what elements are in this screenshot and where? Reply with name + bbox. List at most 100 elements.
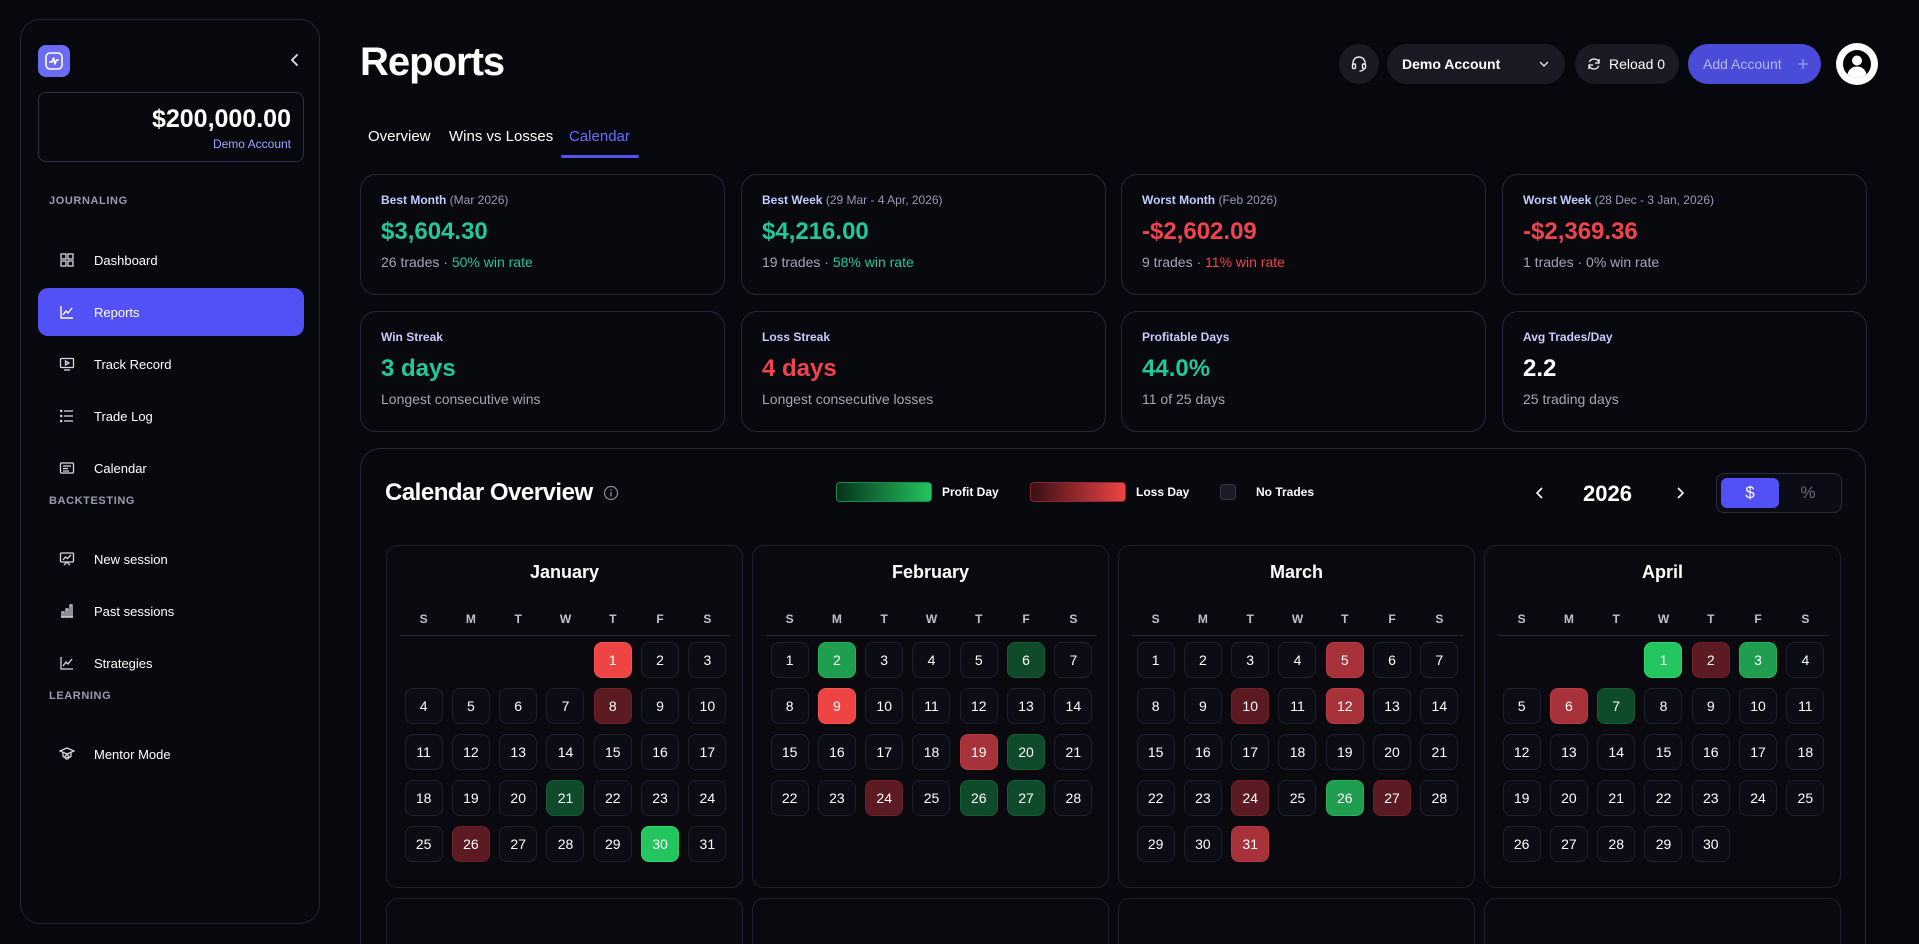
collapse-sidebar-button[interactable] [283,48,307,72]
calendar-day[interactable]: 5 [959,642,998,678]
tab-overview[interactable]: Overview [368,128,431,145]
calendar-day[interactable]: 23 [817,780,856,816]
calendar-day[interactable]: 3 [865,642,904,678]
calendar-day[interactable]: 1 [593,642,632,678]
calendar-day[interactable]: 23 [1691,780,1730,816]
calendar-day[interactable]: 31 [688,826,727,862]
calendar-day[interactable]: 29 [1644,826,1683,862]
calendar-day[interactable]: 24 [688,780,727,816]
calendar-day[interactable]: 16 [641,734,680,770]
tab-calendar[interactable]: Calendar [569,128,630,145]
calendar-day[interactable]: 28 [546,826,585,862]
calendar-day[interactable]: 26 [451,826,490,862]
calendar-day[interactable]: 27 [1549,826,1588,862]
calendar-day[interactable]: 31 [1231,826,1270,862]
account-select[interactable]: Demo Account [1387,44,1565,84]
calendar-day[interactable]: 27 [1373,780,1412,816]
sidebar-item-strategies[interactable]: Strategies [38,639,304,687]
calendar-day[interactable]: 6 [1549,688,1588,724]
calendar-day[interactable]: 15 [1644,734,1683,770]
unit-percent-option[interactable]: % [1800,483,1816,502]
calendar-day[interactable]: 3 [688,642,727,678]
calendar-day[interactable]: 30 [1183,826,1222,862]
calendar-day[interactable]: 10 [1231,688,1270,724]
sidebar-item-dashboard[interactable]: Dashboard [38,236,304,284]
calendar-day[interactable]: 15 [593,734,632,770]
calendar-day[interactable]: 14 [1597,734,1636,770]
calendar-day[interactable]: 22 [1644,780,1683,816]
calendar-day[interactable]: 7 [1054,642,1093,678]
calendar-day[interactable]: 7 [1420,642,1459,678]
calendar-day[interactable]: 29 [593,826,632,862]
calendar-day[interactable]: 7 [1597,688,1636,724]
calendar-day[interactable]: 26 [959,780,998,816]
calendar-day[interactable]: 20 [499,780,538,816]
reload-button[interactable]: Reload 0 [1575,44,1679,84]
calendar-day[interactable]: 19 [1502,780,1541,816]
calendar-day[interactable]: 14 [546,734,585,770]
calendar-day[interactable]: 19 [451,780,490,816]
calendar-day[interactable]: 11 [912,688,951,724]
info-icon[interactable] [603,485,619,501]
calendar-day[interactable]: 12 [451,734,490,770]
calendar-day[interactable]: 25 [1786,780,1825,816]
sidebar-item-calendar[interactable]: Calendar [38,444,304,492]
calendar-day[interactable]: 23 [641,780,680,816]
next-year-button[interactable] [1668,481,1692,505]
calendar-day[interactable]: 24 [1231,780,1270,816]
calendar-day[interactable]: 23 [1183,780,1222,816]
calendar-day[interactable]: 10 [688,688,727,724]
calendar-day[interactable]: 18 [1786,734,1825,770]
calendar-day[interactable]: 15 [1136,734,1175,770]
calendar-day[interactable]: 8 [1644,688,1683,724]
calendar-day[interactable]: 27 [1007,780,1046,816]
calendar-day[interactable]: 2 [1183,642,1222,678]
calendar-day[interactable]: 21 [546,780,585,816]
sidebar-item-track-record[interactable]: Track Record [38,340,304,388]
calendar-day[interactable]: 7 [546,688,585,724]
calendar-day[interactable]: 5 [451,688,490,724]
calendar-day[interactable]: 8 [593,688,632,724]
calendar-day[interactable]: 1 [1136,642,1175,678]
calendar-day[interactable]: 28 [1420,780,1459,816]
calendar-day[interactable]: 18 [1278,734,1317,770]
calendar-day[interactable]: 25 [404,826,443,862]
calendar-day[interactable]: 5 [1325,642,1364,678]
calendar-day[interactable]: 30 [641,826,680,862]
calendar-day[interactable]: 19 [959,734,998,770]
calendar-day[interactable]: 6 [499,688,538,724]
calendar-day[interactable]: 13 [1373,688,1412,724]
calendar-day[interactable]: 19 [1325,734,1364,770]
prev-year-button[interactable] [1528,481,1552,505]
calendar-day[interactable]: 24 [865,780,904,816]
calendar-day[interactable]: 21 [1597,780,1636,816]
calendar-day[interactable]: 13 [1007,688,1046,724]
calendar-day[interactable]: 24 [1739,780,1778,816]
calendar-day[interactable]: 15 [770,734,809,770]
calendar-day[interactable]: 2 [641,642,680,678]
support-button[interactable] [1339,44,1379,84]
add-account-button[interactable]: Add Account [1688,44,1821,84]
calendar-day[interactable]: 3 [1739,642,1778,678]
calendar-day[interactable]: 14 [1420,688,1459,724]
calendar-day[interactable]: 4 [1786,642,1825,678]
calendar-day[interactable]: 4 [1278,642,1317,678]
calendar-day[interactable]: 18 [404,780,443,816]
calendar-day[interactable]: 16 [1691,734,1730,770]
calendar-day[interactable]: 17 [865,734,904,770]
calendar-day[interactable]: 10 [1739,688,1778,724]
calendar-day[interactable]: 29 [1136,826,1175,862]
sidebar-item-reports[interactable]: Reports [38,288,304,336]
calendar-day[interactable]: 25 [912,780,951,816]
calendar-day[interactable]: 12 [1502,734,1541,770]
calendar-day[interactable]: 22 [593,780,632,816]
calendar-day[interactable]: 11 [1278,688,1317,724]
calendar-day[interactable]: 17 [688,734,727,770]
calendar-day[interactable]: 28 [1054,780,1093,816]
calendar-day[interactable]: 6 [1007,642,1046,678]
calendar-day[interactable]: 21 [1054,734,1093,770]
sidebar-item-new-session[interactable]: New session [38,535,304,583]
calendar-day[interactable]: 11 [1786,688,1825,724]
calendar-day[interactable]: 28 [1597,826,1636,862]
calendar-day[interactable]: 22 [770,780,809,816]
